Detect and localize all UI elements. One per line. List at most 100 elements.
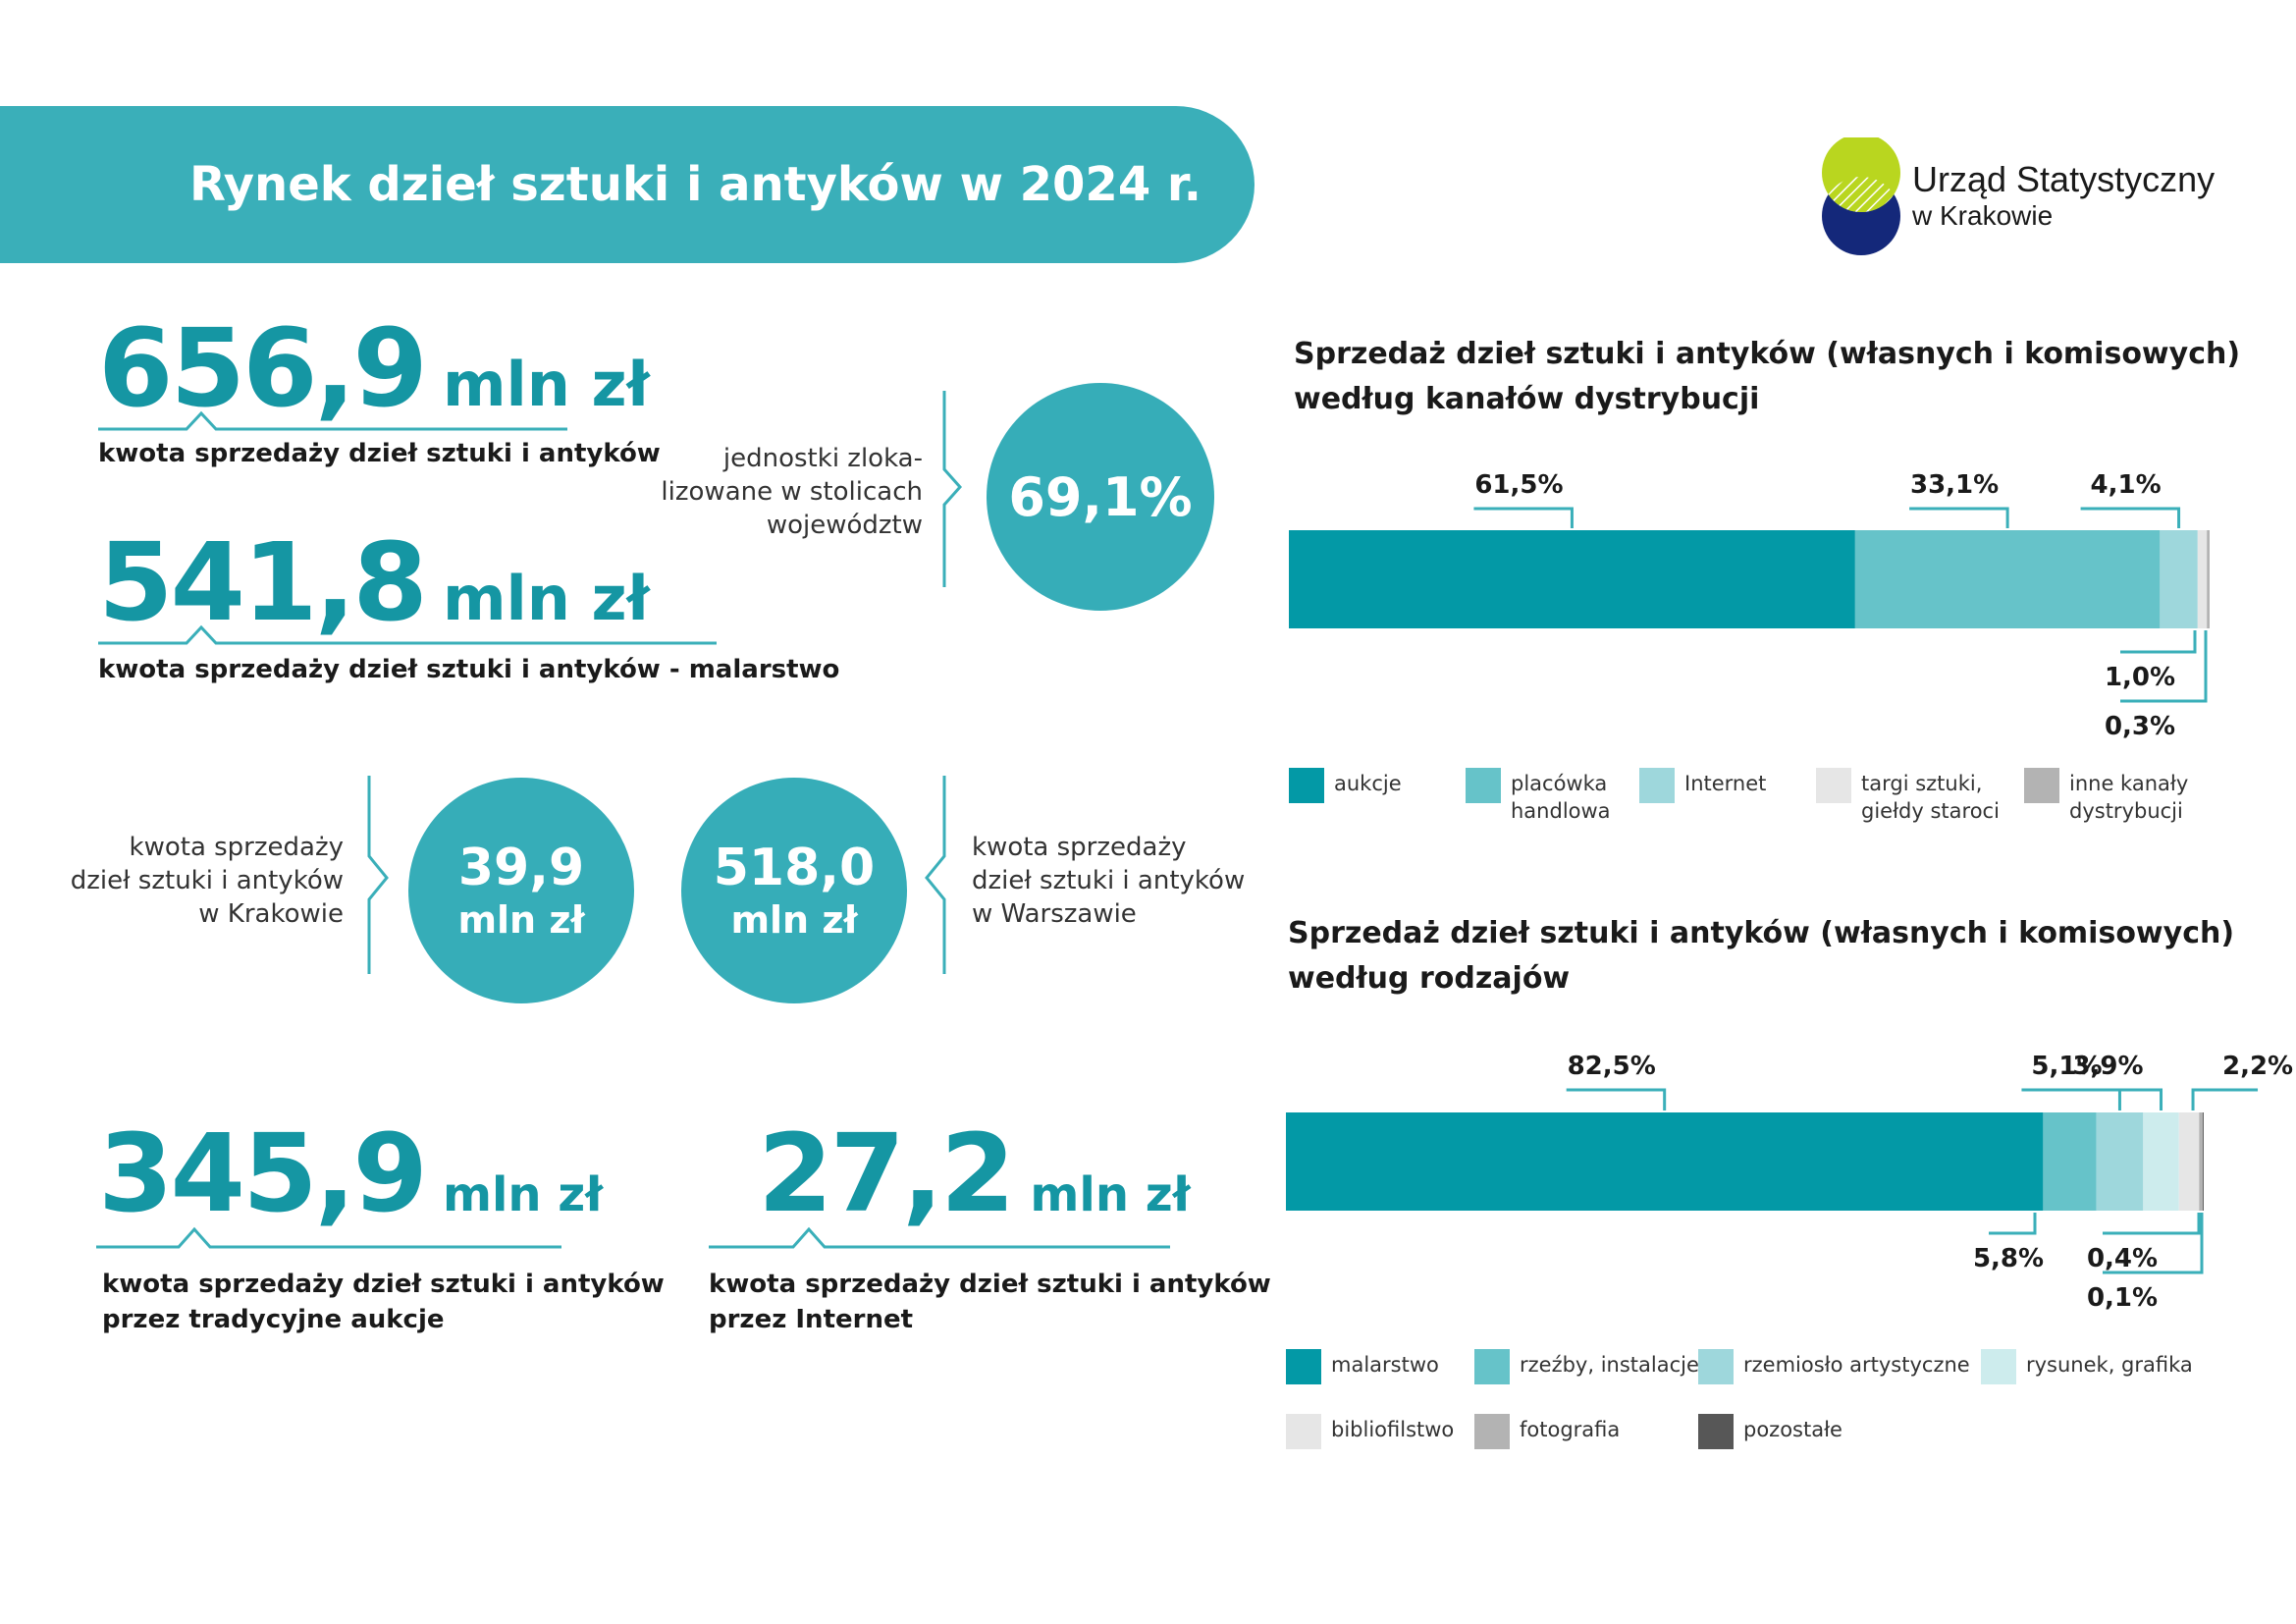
chart2-bar-bibliofilstwo (2178, 1112, 2200, 1211)
chart1-bar-targi-sztuki-gieldy-staroci (2197, 530, 2208, 628)
chart1-legend-swatch-internet (1639, 768, 1675, 803)
logo-subtitle: w Krakowie (1912, 200, 2054, 231)
chart1-label-placowka-handlowa: 33,1% (1910, 470, 1999, 500)
kpi-internet-value: 27,2 mln zł (758, 1119, 1191, 1227)
kpi-auctions-value: 345,9 mln zł (98, 1119, 603, 1227)
chart2-bar-malarstwo (1286, 1112, 2044, 1211)
chart2-legend-label-malarstwo: malarstwo (1331, 1353, 1439, 1377)
chart2-legend-swatch-fotografia (1474, 1414, 1510, 1449)
kpi-painting-caption: kwota sprzedaży dzieł sztuki i antyków -… (98, 655, 840, 684)
chart2-label-pozostale: 0,1% (2087, 1283, 2158, 1313)
warszawa-text: kwota sprzedaży dzieł sztuki i antyków w… (972, 833, 1246, 929)
chart2-bar-rysunek-grafika (2143, 1112, 2179, 1211)
kpi-total-number: 656,9 (98, 305, 428, 431)
chart1-leader-inne-kanaly-dystrybucji (2120, 630, 2208, 703)
chart1-legend-label-aukcje: aukcje (1334, 772, 1402, 795)
kpi-auctions-caption: kwota sprzedaży dzieł sztuki i antyków p… (102, 1270, 665, 1334)
chart2-leader-fotografia (2103, 1213, 2201, 1235)
chart2-label-bibliofilstwo: 2,2% (2222, 1052, 2293, 1081)
krakow-value: 39,9 (457, 839, 585, 897)
chart2-bar-fotografia (2199, 1112, 2204, 1211)
kpi-internet-unit: mln zł (1030, 1167, 1191, 1222)
chart1-label-inne-kanaly-dystrybucji: 0,3% (2105, 712, 2175, 741)
kpi-total-underline (98, 410, 567, 431)
capitals-value: 69,1% (1008, 465, 1193, 528)
chart1-leader-targi-sztuki-gieldy-staroci (2120, 630, 2197, 654)
chart2-legend-label-rzezby-instalacje: rzeźby, instalacje (1520, 1353, 1699, 1377)
chart2-label-rysunek-grafika: 3,9% (2072, 1052, 2143, 1081)
chart1-legend-label-targi-sztuki-gieldy-staroci: targi sztuki, giełdy staroci (1861, 772, 2000, 823)
chart2-legend-swatch-malarstwo (1286, 1349, 1321, 1384)
chart1-label-internet: 4,1% (2091, 470, 2162, 500)
chart1-bar-inne-kanaly-dystrybucji (2207, 530, 2210, 628)
kpi-internet-underline (709, 1226, 1170, 1249)
kpi-total-value: 656,9 mln zł (98, 314, 650, 422)
chart1-title: Sprzedaż dzieł sztuki i antyków (własnyc… (1294, 337, 2241, 416)
page-title: Rynek dzieł sztuki i antyków w 2024 r. (188, 157, 1201, 212)
title-banner: Rynek dzieł sztuki i antyków w 2024 r. (0, 106, 1255, 263)
kpi-painting-number: 541,8 (98, 519, 428, 645)
chart1-label-aukcje: 61,5% (1474, 470, 1563, 500)
chart2-legend-swatch-rysunek-grafika (1981, 1349, 2016, 1384)
chart1-legend-swatch-targi-sztuki-gieldy-staroci (1816, 768, 1851, 803)
chart2-label-rzemioslo-artystyczne: 5,1% (2031, 1052, 2102, 1081)
chart2-legend-swatch-rzezby-instalacje (1474, 1349, 1510, 1384)
chart2-label-fotografia: 0,4% (2087, 1244, 2158, 1273)
kpi-auctions-number: 345,9 (98, 1110, 428, 1236)
logo-title: Urząd Statystyczny (1912, 159, 2216, 199)
chart2-bar-rzemioslo-artystyczne (2096, 1112, 2144, 1211)
kpi-total-unit: mln zł (442, 349, 650, 420)
chart2-legend-swatch-bibliofilstwo (1286, 1414, 1321, 1449)
logo-icon (1822, 137, 1900, 255)
kpi-total-caption: kwota sprzedaży dzieł sztuki i antyków (98, 439, 661, 468)
kpi-painting-value: 541,8 mln zł (98, 528, 650, 636)
chart1-leader-aukcje (1473, 507, 1574, 528)
chart1-leader-placowka-handlowa (1909, 507, 2009, 528)
chart2-legend-swatch-rzemioslo-artystyczne (1698, 1349, 1734, 1384)
kpi-internet-caption: kwota sprzedaży dzieł sztuki i antyków p… (709, 1270, 1271, 1334)
warszawa-unit: mln zł (730, 898, 858, 942)
chart2-legend-label-rysunek-grafika: rysunek, grafika (2026, 1353, 2193, 1377)
capitals-circle: 69,1% (987, 383, 1214, 611)
chart1-legend-swatch-inne-kanaly-dystrybucji (2024, 768, 2059, 803)
chart2-leader-rzezby-instalacje (1989, 1213, 2037, 1235)
capitals-text: jednostki zloka- lizowane w stolicach wo… (661, 444, 923, 540)
krakow-circle: 39,9 mln zł (408, 778, 634, 1003)
warszawa-bracket (925, 776, 946, 974)
chart2-title: Sprzedaż dzieł sztuki i antyków (własnyc… (1288, 916, 2235, 996)
chart2-bar-pozostale (2203, 1112, 2204, 1211)
chart1-bar-internet (2160, 530, 2198, 628)
chart2-bar-rzezby-instalacje (2043, 1112, 2097, 1211)
chart2-leader-malarstwo (1566, 1088, 1667, 1110)
chart2-leader-rzemioslo-artystyczne (2021, 1088, 2121, 1110)
chart2-legend-swatch-pozostale (1698, 1414, 1734, 1449)
chart2-leader-pozostale (2103, 1213, 2204, 1274)
warszawa-value: 518,0 (713, 839, 876, 897)
krakow-unit: mln zł (457, 898, 585, 942)
kpi-painting-unit: mln zł (442, 563, 650, 634)
krakow-text: kwota sprzedaży dzieł sztuki i antyków w… (70, 833, 344, 929)
logo: Urząd Statystyczny w Krakowie (1818, 137, 2296, 255)
chart2-leader-rysunek-grafika (2062, 1088, 2163, 1110)
chart1-label-targi-sztuki-gieldy-staroci: 1,0% (2105, 663, 2175, 692)
chart1-bar-placowka-handlowa (1854, 530, 2161, 628)
chart2-legend-label-bibliofilstwo: bibliofilstwo (1331, 1418, 1455, 1441)
chart2-legend-label-pozostale: pozostałe (1743, 1418, 1842, 1441)
capitals-bracket (942, 391, 963, 587)
chart2-label-malarstwo: 82,5% (1568, 1052, 1656, 1081)
chart1-leader-internet (2080, 507, 2181, 528)
chart1-legend-label-placowka-handlowa: placówka handlowa (1511, 772, 1611, 823)
chart2-label-rzezby-instalacje: 5,8% (1973, 1244, 2044, 1273)
chart1-legend-label-inne-kanaly-dystrybucji: inne kanały dystrybucji (2069, 772, 2189, 823)
chart1-legend-label-internet: Internet (1684, 772, 1767, 795)
chart1-legend-swatch-aukcje (1289, 768, 1324, 803)
chart2-leader-bibliofilstwo (2191, 1088, 2259, 1110)
kpi-internet-number: 27,2 (758, 1110, 1015, 1236)
chart2-legend-label-fotografia: fotografia (1520, 1418, 1621, 1441)
kpi-auctions-unit: mln zł (442, 1167, 604, 1222)
kpi-auctions-underline (96, 1226, 561, 1249)
krakow-bracket (367, 776, 389, 974)
